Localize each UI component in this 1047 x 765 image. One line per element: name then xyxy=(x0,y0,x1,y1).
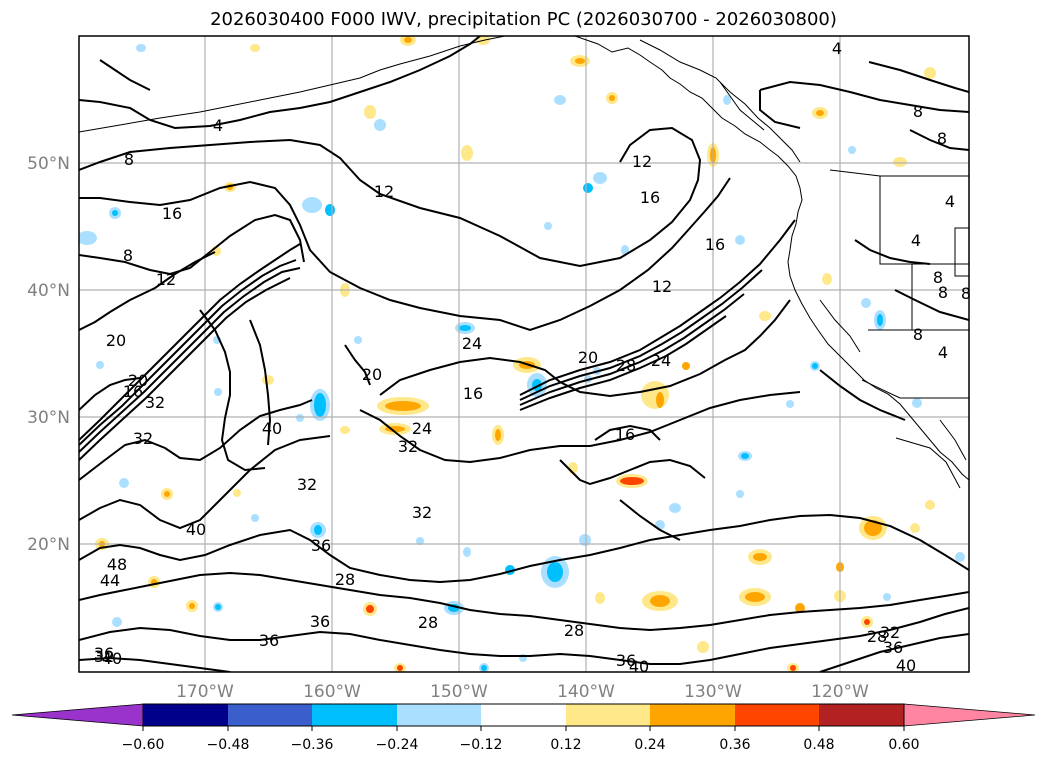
lon-label-150w: 150°W xyxy=(430,682,488,702)
contour-label: 36 xyxy=(883,638,903,657)
contour-label: 16 xyxy=(705,235,725,254)
colorbar-swatch xyxy=(566,704,650,726)
lat-label-50n: 50°N xyxy=(27,154,70,174)
contour-label: 8 xyxy=(938,283,948,302)
contour-label: 12 xyxy=(374,182,394,201)
colorbar-tick-label: −0.12 xyxy=(460,737,503,753)
map-title: 2026030400 F000 IWV, precipitation PC (2… xyxy=(210,9,837,30)
contour-label: 32 xyxy=(398,437,418,456)
contour-label: 20 xyxy=(106,331,126,350)
contour-label: 4 xyxy=(938,343,948,362)
longitude-labels: 170°W 160°W 150°W 140°W 130°W 120°W xyxy=(176,682,869,702)
contour-label: 16 xyxy=(463,384,483,403)
contour-label: 28 xyxy=(418,613,438,632)
colorbar-frame xyxy=(142,703,905,727)
lat-label-40n: 40°N xyxy=(27,281,70,301)
contour-label: 36 xyxy=(310,612,330,631)
contour-label: 4 xyxy=(213,116,223,135)
colorbar-tick-label: 0.36 xyxy=(719,737,750,753)
contour-label: 8 xyxy=(933,268,943,287)
contour-label: 24 xyxy=(651,351,671,370)
contour-labels: 4 4 4 4 4 8 8 8 8 8 8 8 8 12 12 12 12 16… xyxy=(94,39,971,676)
coastlines xyxy=(79,36,969,489)
colorbar-extend-low xyxy=(11,703,144,727)
contour-label: 12 xyxy=(156,270,176,289)
contour-label: 32 xyxy=(297,475,317,494)
lon-label-130w: 130°W xyxy=(684,682,742,702)
contour-label: 8 xyxy=(937,129,947,148)
contour-label: 32 xyxy=(94,647,114,666)
contour-label: 20 xyxy=(578,348,598,367)
contour-label: 28 xyxy=(564,621,584,640)
colorbar-swatch xyxy=(397,704,481,726)
colorbar-swatch xyxy=(650,704,735,726)
contour-label: 8 xyxy=(913,325,923,344)
gridlines xyxy=(79,36,969,672)
colorbar: −0.60 −0.48 −0.36 −0.24 −0.12 0.12 0.24 … xyxy=(11,703,1036,753)
contour-label: 4 xyxy=(945,192,955,211)
contour-label: 20 xyxy=(128,371,148,390)
contour-label: 36 xyxy=(616,651,636,670)
contour-label: 8 xyxy=(123,246,133,265)
contour-label: 32 xyxy=(145,393,165,412)
lon-label-170w: 170°W xyxy=(176,682,234,702)
contour-label: 24 xyxy=(412,419,432,438)
iwv-contours xyxy=(79,36,969,672)
contour-label: 16 xyxy=(640,188,660,207)
colorbar-swatch xyxy=(143,704,228,726)
contour-label: 16 xyxy=(162,204,182,223)
colorbar-tick-label: −0.60 xyxy=(122,737,165,753)
contour-label: 24 xyxy=(462,334,482,353)
contour-label: 48 xyxy=(107,555,127,574)
contour-label: 40 xyxy=(102,649,122,668)
contour-label: 32 xyxy=(133,429,153,448)
contour-label: 36 xyxy=(311,536,331,555)
colorbar-swatch xyxy=(228,704,312,726)
colorbar-tick-label: 0.24 xyxy=(634,737,665,753)
contour-label: 36 xyxy=(94,644,114,663)
contour-label: 16 xyxy=(615,425,635,444)
contour-label: 28 xyxy=(616,356,636,375)
lat-label-20n: 20°N xyxy=(27,535,70,555)
latitude-labels: 50°N 40°N 30°N 20°N xyxy=(27,154,70,555)
colorbar-swatch xyxy=(312,704,397,726)
contour-label: 36 xyxy=(259,631,279,650)
colorbar-tick-label: 0.12 xyxy=(550,737,581,753)
contour-label: 32 xyxy=(880,623,900,642)
colorbar-tick-label: 0.48 xyxy=(803,737,834,753)
contour-label: 32 xyxy=(412,503,432,522)
contour-label: 40 xyxy=(629,657,649,676)
colorbar-swatch xyxy=(481,704,566,726)
colorbar-tick-label: 0.60 xyxy=(888,737,919,753)
contour-label: 44 xyxy=(100,571,120,590)
contour-label: 8 xyxy=(124,150,134,169)
contour-label: 4 xyxy=(832,39,842,58)
contour-label: 28 xyxy=(335,570,355,589)
colorbar-extend-high xyxy=(903,703,1036,727)
contour-label: 8 xyxy=(961,284,971,303)
colorbar-swatch xyxy=(819,704,904,726)
lon-label-160w: 160°W xyxy=(303,682,361,702)
contour-label: 16 xyxy=(123,382,143,401)
contour-label: 40 xyxy=(262,419,282,438)
lon-label-140w: 140°W xyxy=(557,682,615,702)
contour-label: 28 xyxy=(867,627,887,646)
contour-label: 12 xyxy=(632,152,652,171)
lat-label-30n: 30°N xyxy=(27,408,70,428)
contour-label: 20 xyxy=(362,365,382,384)
map-area xyxy=(79,36,969,672)
contour-label: 12 xyxy=(652,277,672,296)
contour-label: 40 xyxy=(186,520,206,539)
colorbar-tick-label: −0.24 xyxy=(376,737,419,753)
colorbar-tick-label: −0.36 xyxy=(291,737,334,753)
colorbar-swatch xyxy=(735,704,819,726)
contour-label: 40 xyxy=(896,656,916,675)
colorbar-tick-label: −0.48 xyxy=(207,737,250,753)
lon-label-120w: 120°W xyxy=(811,682,869,702)
map-frame xyxy=(78,35,970,673)
contour-label: 4 xyxy=(911,231,921,250)
contour-label: 8 xyxy=(913,102,923,121)
